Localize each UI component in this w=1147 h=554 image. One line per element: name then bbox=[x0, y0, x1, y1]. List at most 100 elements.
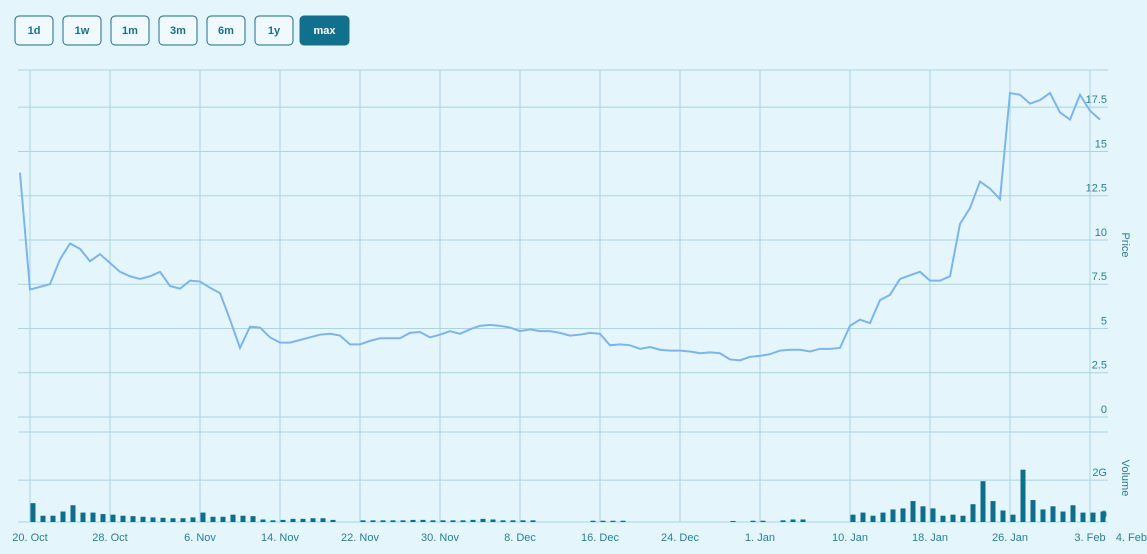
range-button[interactable]: 3m bbox=[158, 15, 198, 46]
volume-bar bbox=[1030, 500, 1036, 522]
volume-bar bbox=[880, 512, 886, 522]
volume-bar bbox=[800, 519, 806, 522]
volume-bar bbox=[460, 520, 466, 522]
volume-bar bbox=[310, 518, 316, 522]
volume-bar bbox=[180, 518, 186, 522]
volume-bar bbox=[990, 501, 996, 522]
volume-bar bbox=[250, 516, 256, 522]
volume-bar bbox=[300, 518, 306, 522]
x-tick-label: 28. Oct bbox=[92, 532, 127, 544]
volume-bar bbox=[510, 520, 516, 522]
button-label: 1m bbox=[122, 25, 138, 37]
volume-bar bbox=[210, 516, 216, 522]
button-bg bbox=[158, 15, 198, 46]
range-button[interactable]: max bbox=[299, 15, 350, 46]
x-tick-label: 22. Nov bbox=[341, 532, 379, 544]
volume-bar bbox=[1040, 509, 1046, 522]
volume-bar bbox=[370, 520, 376, 522]
volume-bar bbox=[320, 518, 326, 522]
volume-bar bbox=[360, 520, 366, 522]
range-button[interactable]: 1y bbox=[254, 15, 294, 46]
volume-bar bbox=[760, 520, 766, 522]
volume-bar bbox=[160, 517, 166, 522]
volume-bar bbox=[520, 520, 526, 522]
y-tick-label: 5 bbox=[1101, 315, 1107, 327]
volume-bar bbox=[130, 516, 136, 522]
volume-bar bbox=[890, 509, 896, 522]
volume-bar bbox=[950, 514, 956, 522]
volume-bar bbox=[960, 515, 966, 522]
volume-bar bbox=[750, 520, 756, 522]
y-tick-label: 10 bbox=[1095, 227, 1107, 239]
volume-bar bbox=[50, 515, 56, 522]
button-label: 1w bbox=[75, 25, 90, 37]
volume-bar bbox=[1050, 506, 1056, 522]
volume-bar bbox=[440, 520, 446, 522]
range-button[interactable]: 1m bbox=[110, 15, 150, 46]
volume-bar bbox=[1070, 505, 1076, 522]
volume-bar bbox=[390, 520, 396, 522]
button-label: max bbox=[313, 25, 336, 37]
volume-bar bbox=[30, 503, 36, 522]
range-selector: 1d 1w 1m 3m 6m 1y max bbox=[14, 15, 350, 46]
volume-bar bbox=[490, 519, 496, 522]
volume-bar bbox=[470, 519, 476, 522]
volume-bar bbox=[120, 515, 126, 522]
volume-bar bbox=[70, 505, 76, 522]
button-bg bbox=[254, 15, 294, 46]
volume-bar bbox=[190, 517, 196, 522]
range-button[interactable]: 1d bbox=[14, 15, 54, 46]
range-button[interactable]: 6m bbox=[206, 15, 246, 46]
volume-bar bbox=[430, 520, 436, 522]
x-tick-label: 26. Jan bbox=[992, 532, 1028, 544]
volume-bar bbox=[780, 520, 786, 522]
volume-bar bbox=[200, 512, 206, 522]
volume-bar bbox=[980, 481, 986, 522]
y-tick-label: 15 bbox=[1095, 138, 1107, 150]
x-tick-label: 6. Nov bbox=[184, 532, 216, 544]
x-tick-label: 16. Dec bbox=[581, 532, 619, 544]
volume-bar bbox=[970, 504, 976, 522]
volume-bar bbox=[940, 515, 946, 522]
volume-bar bbox=[730, 520, 736, 522]
volume-bar bbox=[100, 514, 106, 522]
volume-bar bbox=[330, 519, 336, 522]
volume-bar bbox=[850, 514, 856, 522]
volume-bar bbox=[40, 515, 46, 522]
x-tick-label: 1. Jan bbox=[745, 532, 775, 544]
x-tick-label: 8. Dec bbox=[504, 532, 536, 544]
volume-bar bbox=[1020, 469, 1026, 522]
volume-bar bbox=[590, 520, 596, 522]
y-tick-label: 17.5 bbox=[1086, 94, 1107, 106]
volume-bar bbox=[930, 508, 936, 522]
y2-axis-title: Volume bbox=[1119, 460, 1131, 497]
x-tick-label: 4. Feb bbox=[1116, 532, 1147, 544]
volume-bar bbox=[380, 520, 386, 522]
button-bg bbox=[110, 15, 150, 46]
volume-bar bbox=[910, 501, 916, 522]
volume-bar bbox=[920, 506, 926, 522]
button-bg bbox=[62, 15, 102, 46]
x-tick-label: 14. Nov bbox=[261, 532, 299, 544]
x-tick-label: 10. Jan bbox=[832, 532, 868, 544]
volume-bar bbox=[140, 516, 146, 522]
volume-bar bbox=[60, 511, 66, 522]
volume-bar bbox=[1100, 511, 1106, 522]
x-tick-label: 3. Feb bbox=[1074, 532, 1105, 544]
volume-bar bbox=[1080, 512, 1086, 522]
range-button[interactable]: 1w bbox=[62, 15, 102, 46]
volume-bar bbox=[230, 514, 236, 522]
volume-bar bbox=[860, 512, 866, 522]
y-tick-label: 7.5 bbox=[1092, 271, 1107, 283]
volume-bar bbox=[420, 519, 426, 522]
y2-tick-label: 2G bbox=[1092, 467, 1107, 479]
y-tick-label: 12.5 bbox=[1086, 183, 1107, 195]
volume-bar bbox=[790, 519, 796, 522]
x-tick-label: 24. Dec bbox=[661, 532, 699, 544]
button-bg bbox=[299, 15, 350, 46]
x-tick-label: 30. Nov bbox=[421, 532, 459, 544]
volume-bar bbox=[870, 515, 876, 522]
button-label: 1d bbox=[28, 25, 41, 37]
y-tick-label: 2.5 bbox=[1092, 360, 1107, 372]
